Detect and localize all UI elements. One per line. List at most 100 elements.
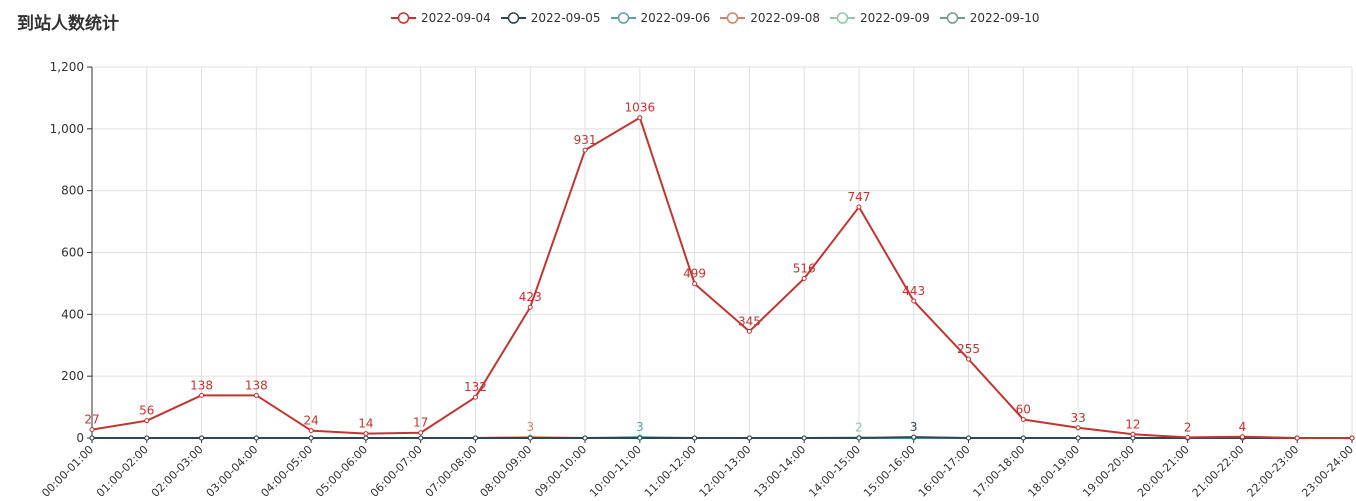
data-label: 60 [1016, 402, 1031, 416]
data-point [911, 434, 917, 440]
data-label: 14 [358, 417, 373, 431]
data-label: 2 [855, 420, 863, 434]
x-tick-label: 15:00-16:00 [861, 443, 918, 500]
data-label: 56 [139, 404, 154, 418]
data-label: 4 [1239, 420, 1247, 434]
chart-legend: 2022-09-04 2022-09-05 2022-09-06 2022-09-08… [391, 8, 1050, 28]
data-label: 2 [1184, 420, 1192, 434]
chart-title: 到站人数统计 [17, 14, 119, 34]
data-label: 345 [738, 314, 761, 328]
data-point [363, 435, 369, 441]
y-tick-label: 800 [61, 184, 84, 198]
data-point [527, 304, 533, 310]
legend-label: 2022-09-08 [750, 11, 820, 25]
y-tick-label: 1,000 [50, 122, 84, 136]
data-point [1185, 434, 1191, 440]
legend-item[interactable]: 2022-09-05 [500, 11, 601, 25]
data-label: 12 [1125, 417, 1140, 431]
legend-item[interactable]: 2022-09-09 [830, 11, 930, 25]
y-tick-label: 600 [61, 246, 84, 260]
data-point [1075, 435, 1081, 441]
x-tick-label: 19:00-20:00 [1080, 443, 1137, 500]
data-point [253, 435, 259, 441]
data-label: 138 [190, 378, 213, 392]
data-point [1349, 435, 1355, 441]
data-point [253, 392, 259, 398]
data-label: 27 [84, 413, 99, 427]
x-tick-label: 01:00-02:00 [94, 443, 151, 500]
data-point [966, 435, 972, 441]
data-point [637, 115, 643, 121]
data-label: 931 [574, 133, 597, 147]
data-label: 3 [910, 420, 918, 434]
data-point [1075, 425, 1081, 431]
x-tick-label: 17:00-18:00 [971, 443, 1028, 500]
data-label: 499 [683, 267, 706, 281]
data-label: 3 [636, 420, 644, 434]
data-point [308, 428, 314, 434]
x-tick-label: 05:00-06:00 [313, 443, 370, 500]
data-point [1239, 434, 1245, 440]
data-point [418, 435, 424, 441]
x-tick-label: 18:00-19:00 [1025, 443, 1082, 500]
x-tick-label: 02:00-03:00 [149, 443, 206, 500]
x-tick-label: 23:00-24:00 [1299, 443, 1356, 500]
data-point [582, 435, 588, 441]
data-point [911, 298, 917, 304]
data-label: 33 [1070, 411, 1085, 425]
legend-item[interactable]: 2022-09-04 [391, 11, 491, 25]
data-label: 255 [957, 342, 980, 356]
data-point [144, 418, 150, 424]
data-label: 17 [413, 416, 428, 430]
x-tick-label: 07:00-08:00 [423, 443, 480, 500]
y-tick-label: 0 [76, 431, 84, 445]
x-tick-label: 08:00-09:00 [478, 443, 535, 500]
data-point [89, 427, 95, 433]
data-label: 1036 [625, 101, 656, 115]
legend-line-circle-icon [391, 12, 416, 24]
legend-label: 2022-09-06 [640, 11, 711, 25]
data-point [472, 435, 478, 441]
x-tick-label: 20:00-21:00 [1135, 443, 1192, 500]
x-tick-label: 00:00-01:00 [39, 443, 96, 500]
x-tick-label: 10:00-11:00 [587, 443, 644, 500]
x-tick-label: 22:00-23:00 [1245, 443, 1302, 500]
legend-item[interactable]: 2022-09-10 [939, 11, 1040, 25]
data-point [966, 356, 972, 362]
data-point [801, 435, 807, 441]
data-point [144, 435, 150, 441]
legend-line-circle-icon [610, 12, 636, 24]
data-point [1020, 435, 1026, 441]
data-label: 443 [902, 284, 925, 298]
data-point [527, 435, 533, 441]
data-label: 516 [793, 261, 816, 275]
y-tick-label: 400 [61, 307, 84, 321]
data-point [1130, 431, 1136, 437]
x-tick-label: 11:00-12:00 [642, 443, 699, 500]
data-point [856, 204, 862, 210]
data-point [692, 281, 698, 287]
x-tick-label: 14:00-15:00 [806, 443, 863, 500]
data-point [1294, 435, 1300, 441]
legend-item[interactable]: 2022-09-06 [610, 11, 711, 25]
y-tick-label: 200 [61, 369, 84, 383]
data-point [856, 435, 862, 441]
data-point [308, 435, 314, 441]
legend-line-circle-icon [939, 12, 965, 24]
x-tick-label: 09:00-10:00 [532, 443, 589, 500]
data-point [801, 275, 807, 281]
data-point [199, 435, 205, 441]
legend-label: 2022-09-09 [860, 11, 930, 25]
series-line [91, 116, 1352, 439]
data-label: 423 [519, 290, 542, 304]
x-tick-label: 04:00-05:00 [258, 443, 315, 500]
series-line [92, 436, 1352, 439]
data-label: 138 [245, 378, 268, 392]
legend-line-circle-icon [500, 12, 526, 24]
legend-item[interactable]: 2022-09-08 [720, 11, 820, 25]
legend-label: 2022-09-05 [530, 11, 601, 25]
data-point [89, 435, 95, 441]
data-point [418, 430, 424, 436]
x-tick-label: 13:00-14:00 [751, 443, 808, 500]
legend-line-circle-icon [830, 12, 855, 24]
